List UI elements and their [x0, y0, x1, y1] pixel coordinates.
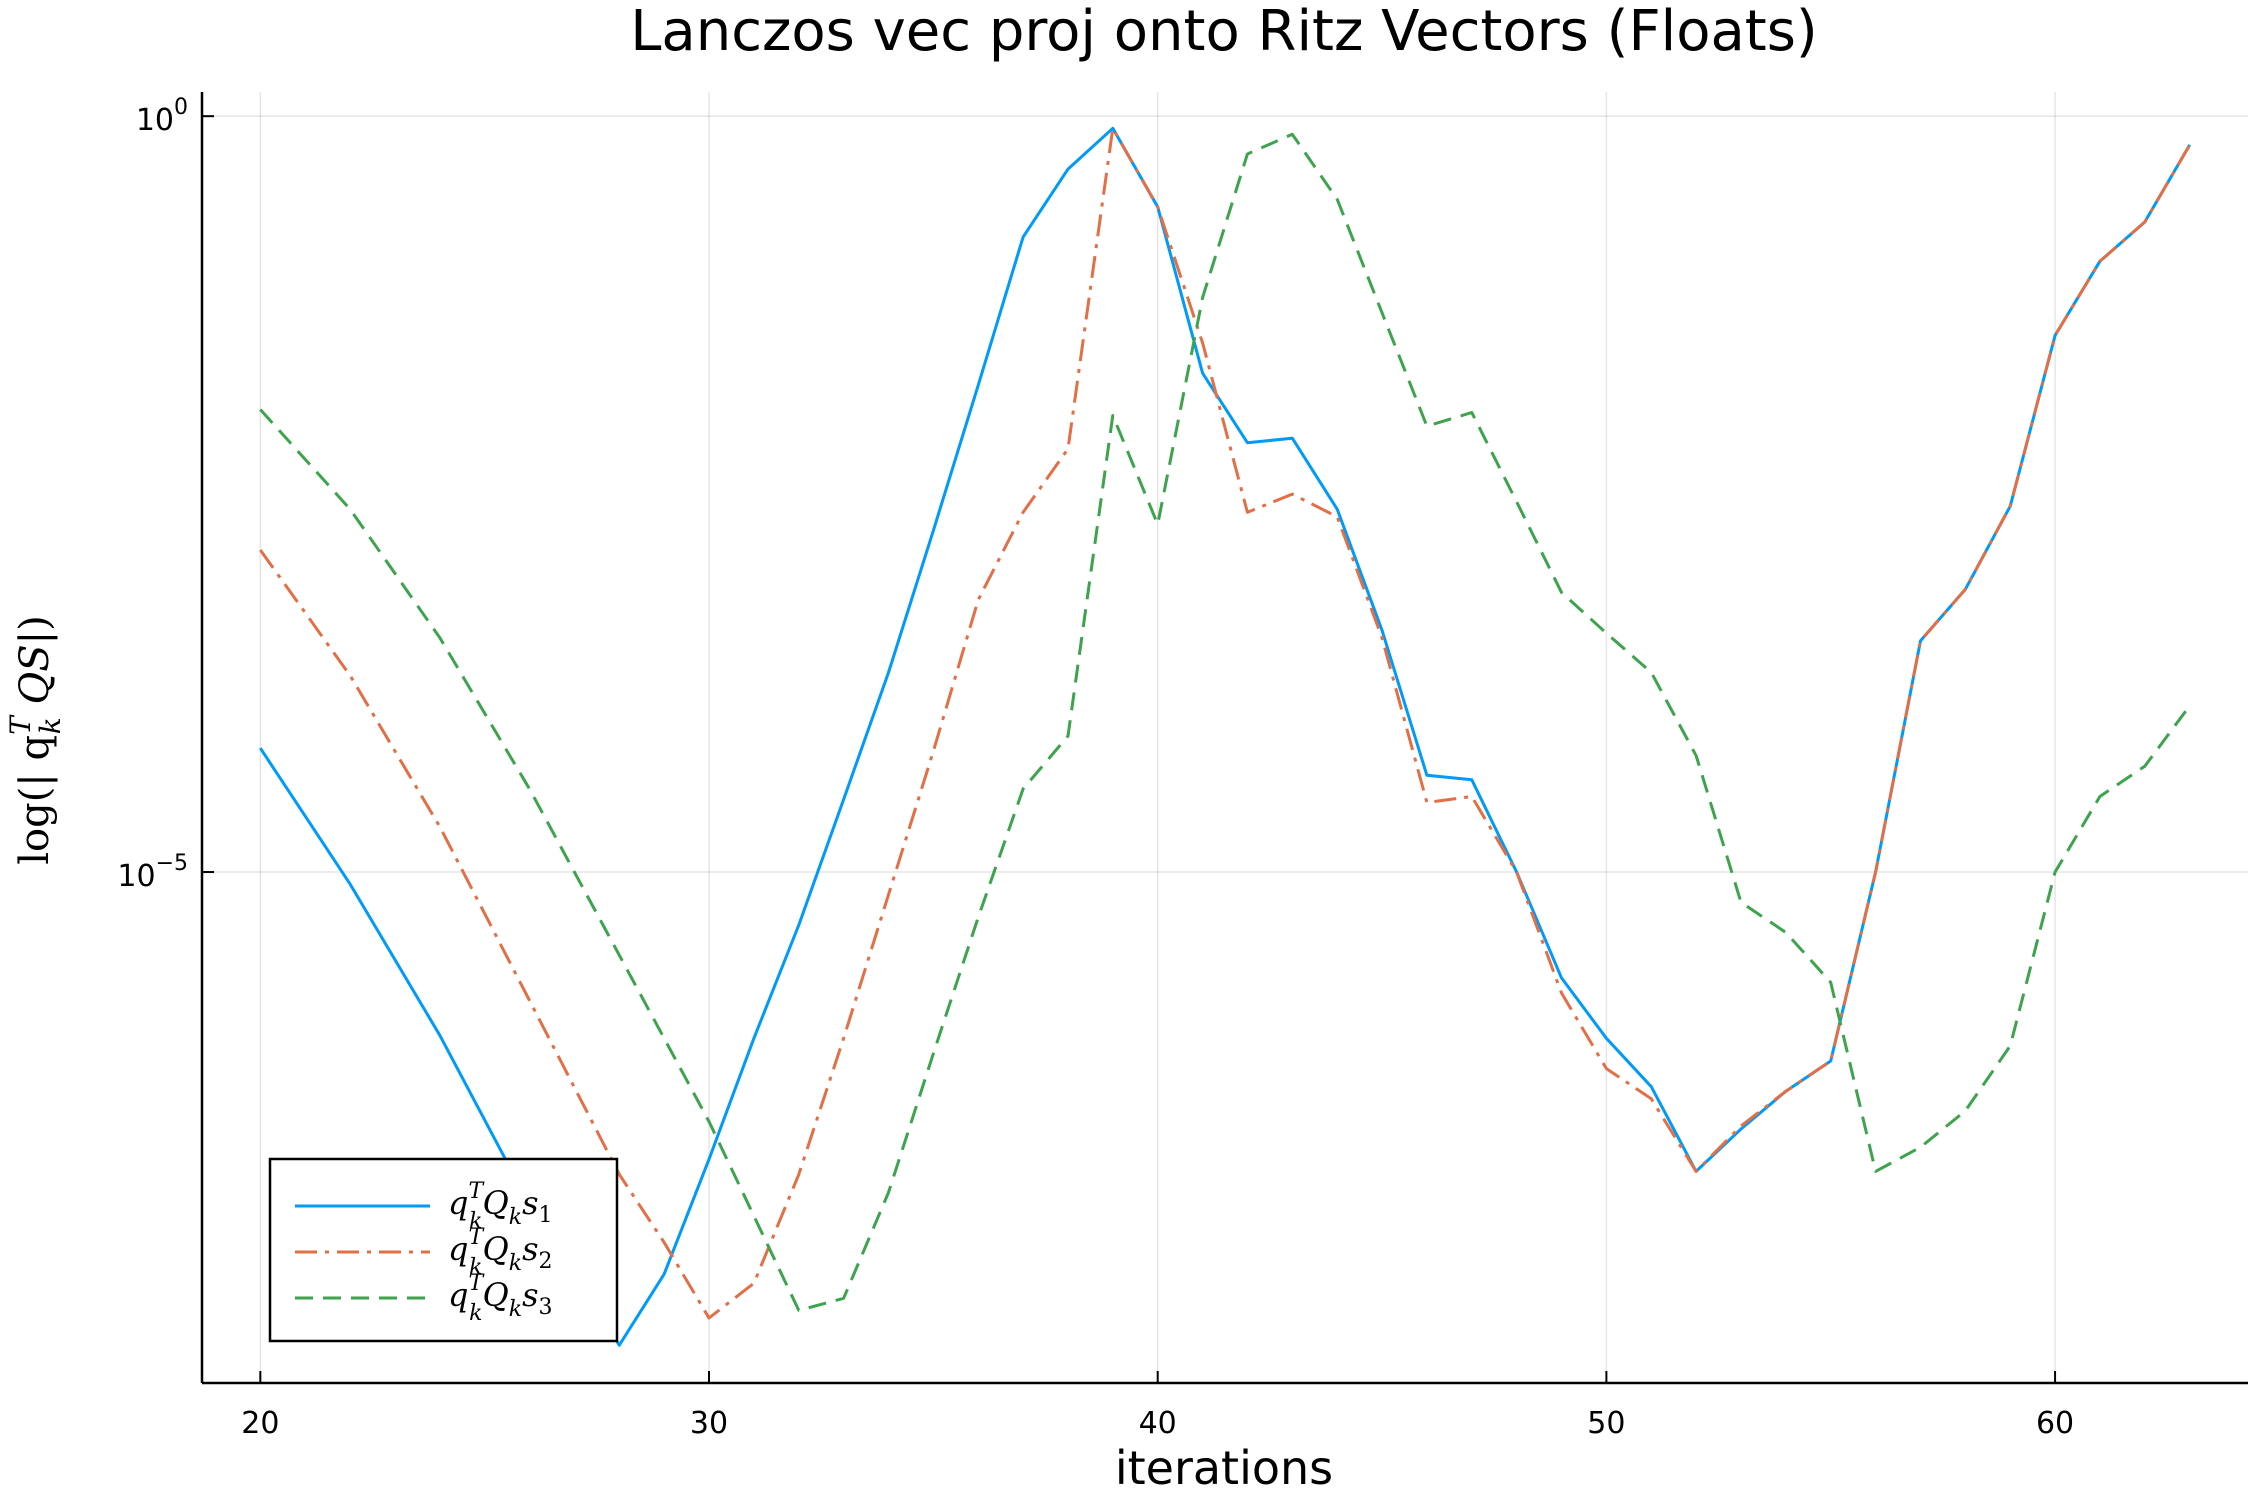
axes — [200, 92, 2248, 1385]
x-axis-label: iterations — [1115, 1441, 1333, 1495]
x-tick-labels: 20 30 40 50 60 — [241, 1406, 2074, 1441]
series-line-3 — [259, 132, 2191, 1312]
series-line-2 — [259, 126, 2191, 1320]
x-tick-label: 50 — [1587, 1406, 1625, 1441]
legend-label-1: qT kQks1 — [448, 1179, 553, 1234]
x-tick-label: 20 — [241, 1406, 279, 1441]
y-tick-labels: 100 10−5 — [117, 95, 188, 894]
x-tick-label: 30 — [690, 1406, 728, 1441]
legend-label-2: qT kQks2 — [448, 1225, 553, 1280]
y-tick-label: 100 — [136, 95, 188, 138]
y-axis-label-text: log(| qTk QS|) — [4, 615, 67, 865]
y-axis-label: log(| qTk QS|) — [4, 615, 67, 865]
legend-box — [268, 1157, 619, 1343]
chart-title: Lanczos vec proj onto Ritz Vectors (Floa… — [630, 0, 1818, 64]
x-tick-label: 60 — [2036, 1406, 2074, 1441]
legend-label-3: qT kQks3 — [448, 1271, 553, 1326]
y-tick-label: 10−5 — [117, 851, 188, 894]
x-tick-label: 40 — [1139, 1406, 1177, 1441]
series-lines — [259, 126, 2191, 1347]
grid — [202, 92, 2248, 1383]
